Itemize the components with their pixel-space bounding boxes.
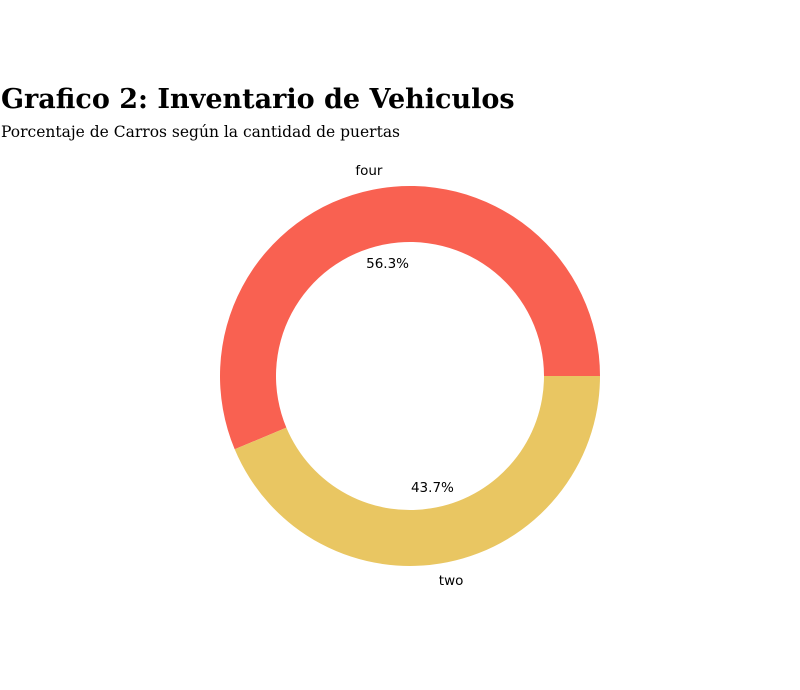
percent-label-four: 56.3% [366,256,409,272]
chart-subtitle: Porcentaje de Carros según la cantidad d… [1,123,401,141]
slice-label-two: two [439,573,464,589]
chart-title: Grafico 2: Inventario de Vehiculos [1,84,515,115]
slice-label-four: four [355,163,383,179]
slice-four [220,186,600,450]
percent-label-two: 43.7% [411,480,454,496]
slice-two [234,376,600,566]
